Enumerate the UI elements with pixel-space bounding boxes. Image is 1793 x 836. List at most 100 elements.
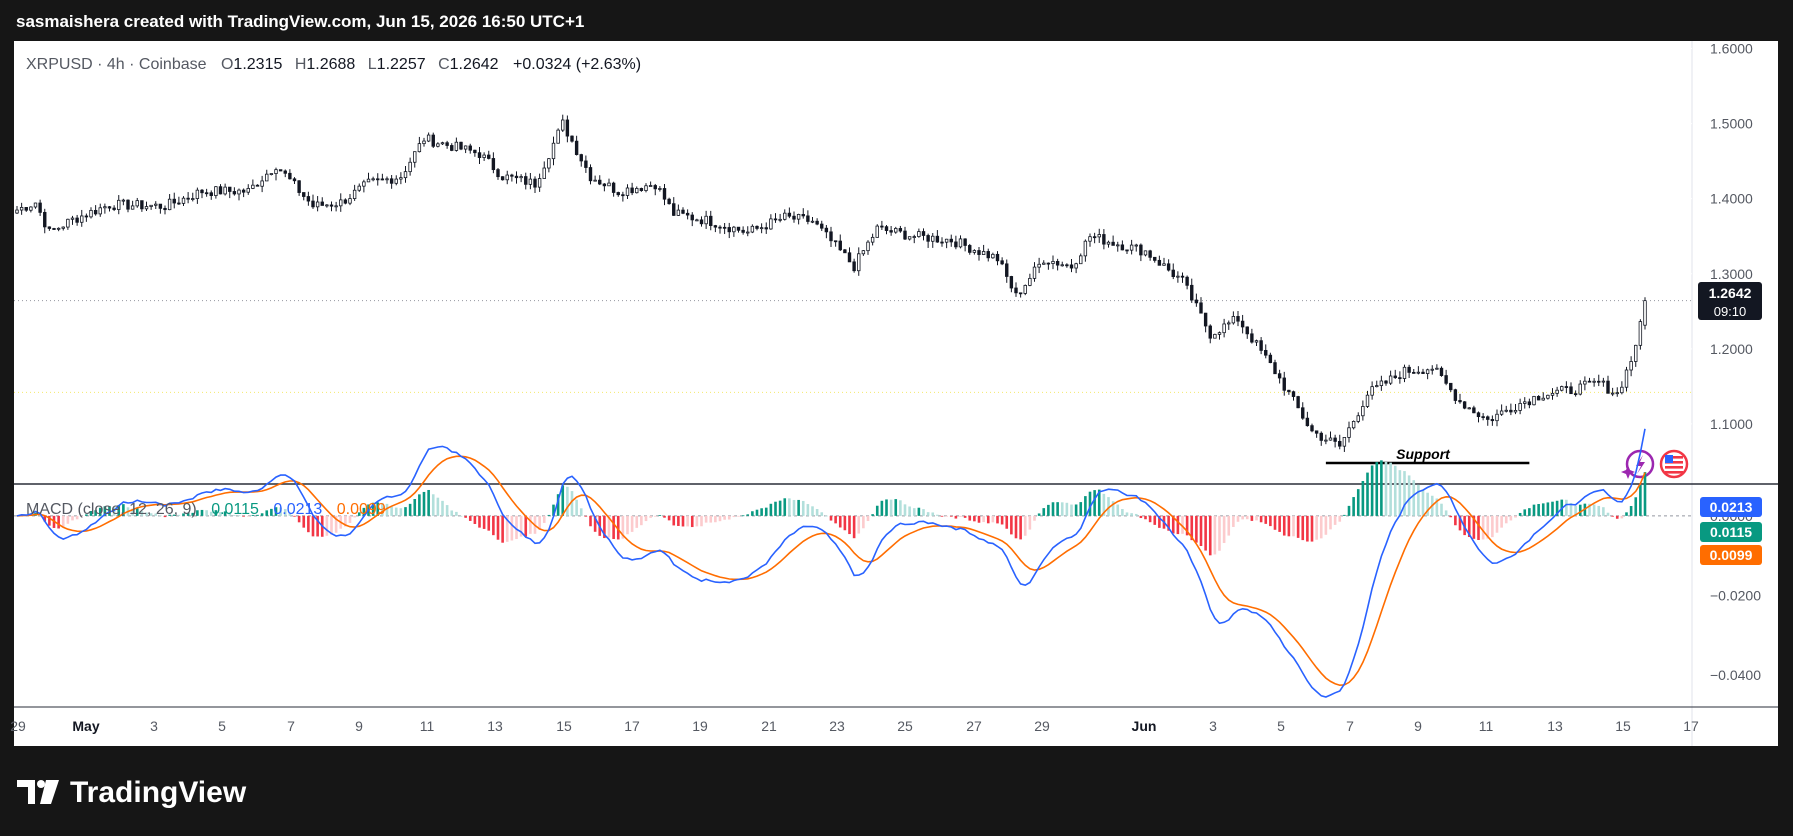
- legend-low-value: 1.2257: [377, 56, 426, 73]
- histogram-bar: [635, 515, 639, 528]
- time-axis-label: May: [72, 718, 99, 734]
- candle-body: [1361, 406, 1365, 417]
- histogram-bar: [501, 515, 504, 543]
- candle-body: [1347, 427, 1351, 438]
- macd-badge: [1700, 497, 1762, 517]
- histogram-bar: [949, 515, 953, 517]
- candle-body: [986, 251, 990, 259]
- histogram-bar: [436, 497, 440, 516]
- candle-body: [944, 238, 949, 243]
- histogram-bar: [862, 515, 865, 529]
- histogram-bar: [1578, 504, 1582, 516]
- histogram-bar: [283, 508, 287, 516]
- histogram-bar: [376, 502, 380, 516]
- histogram-bar: [1514, 515, 1517, 518]
- candle-body: [1523, 401, 1527, 404]
- histogram-bar: [1370, 465, 1374, 516]
- macd-signal-line[interactable]: [16, 455, 1646, 687]
- lightning-icon[interactable]: [1621, 449, 1655, 479]
- candle-body: [1051, 261, 1055, 264]
- histogram-bar: [566, 486, 569, 516]
- histogram-bar: [246, 515, 250, 517]
- histogram-bar: [1227, 515, 1231, 536]
- histogram-bar: [1134, 513, 1138, 516]
- histogram-bar: [256, 514, 259, 516]
- histogram-bar: [1398, 470, 1402, 516]
- candle-body: [833, 240, 838, 243]
- candle-body: [1023, 285, 1027, 294]
- macd-line[interactable]: [16, 428, 1646, 698]
- histogram-bar: [746, 514, 750, 516]
- histogram-bar: [1477, 515, 1480, 541]
- histogram-bar: [570, 491, 574, 516]
- histogram-bar: [1532, 504, 1536, 516]
- price-scale[interactable]: 1.6000 1.5000 1.4000 1.3000 1.2000 1.1000: [1710, 41, 1753, 432]
- candle-body: [593, 179, 597, 182]
- macd-badge-value: 0.0213: [1710, 499, 1753, 515]
- histogram-bar: [131, 508, 134, 516]
- candle-body: [204, 192, 209, 195]
- histogram-bar: [270, 508, 273, 516]
- us-flag-icon[interactable]: [1659, 449, 1689, 479]
- candle-body: [1462, 401, 1467, 409]
- candle-body: [306, 196, 311, 202]
- header-text: sasmaishera created with TradingView.com…: [16, 12, 584, 31]
- candle-body: [1384, 380, 1388, 384]
- candle-body: [1268, 354, 1273, 364]
- candle-body: [764, 227, 768, 230]
- histogram-bar: [1199, 515, 1203, 547]
- time-axis-label: 13: [487, 718, 503, 734]
- histogram-bar: [353, 515, 356, 518]
- candle-body: [935, 235, 940, 243]
- candle-body: [186, 197, 190, 200]
- candle-body: [195, 189, 200, 199]
- candle-body: [1065, 264, 1069, 267]
- time-axis-label: Jun: [1132, 718, 1157, 734]
- histogram-bar: [866, 515, 870, 522]
- candle-body: [1481, 416, 1485, 419]
- candle-body: [1231, 316, 1236, 324]
- support-label[interactable]: Support: [1396, 446, 1451, 462]
- candle-body: [796, 214, 801, 220]
- candle-body: [251, 184, 255, 189]
- candle-body: [1092, 236, 1097, 239]
- candle-body: [672, 203, 676, 216]
- histogram-bar: [885, 499, 888, 516]
- current-price-badge: [1698, 282, 1762, 320]
- histogram-bar: [80, 515, 84, 517]
- histogram-bar: [1060, 502, 1064, 516]
- histogram-bar: [145, 512, 148, 516]
- candle-body: [746, 231, 750, 234]
- candle-body: [1444, 375, 1448, 384]
- candlestick-series[interactable]: [15, 114, 1647, 452]
- candle-body: [1375, 385, 1379, 388]
- chart-frame: [14, 41, 1778, 746]
- candle-body: [769, 218, 773, 230]
- histogram-bar: [1639, 484, 1642, 516]
- time-axis-label: 11: [420, 718, 435, 734]
- candle-body: [1351, 420, 1356, 429]
- histogram-bar: [912, 508, 916, 516]
- candle-body: [1190, 284, 1194, 301]
- macd-histogram[interactable]: [20, 460, 1647, 556]
- time-axis[interactable]: 29 May 3 5 7 9 11 13 15 17 19 21 23 25 27 29 Jun 3 5 7 9 11 13…: [10, 718, 1699, 734]
- price-tick-label: 1.4000: [1710, 191, 1753, 207]
- candle-body: [1180, 275, 1185, 278]
- candle-body: [357, 185, 361, 191]
- histogram-bar: [1504, 515, 1508, 524]
- candle-body: [1425, 369, 1430, 374]
- histogram-bar: [1310, 515, 1314, 542]
- candle-body: [343, 199, 348, 204]
- histogram-bar: [982, 515, 985, 523]
- histogram-bar: [769, 503, 773, 516]
- histogram-bar: [399, 508, 403, 516]
- candle-body: [926, 235, 930, 242]
- histogram-bar: [473, 515, 477, 524]
- time-axis-label: 13: [1547, 718, 1563, 734]
- candle-body: [1259, 340, 1263, 351]
- candle-body: [1504, 409, 1508, 412]
- histogram-bar: [1028, 515, 1032, 530]
- price-tick-label: 1.6000: [1710, 41, 1753, 57]
- candle-body: [1550, 392, 1555, 396]
- candle-body: [1134, 244, 1138, 247]
